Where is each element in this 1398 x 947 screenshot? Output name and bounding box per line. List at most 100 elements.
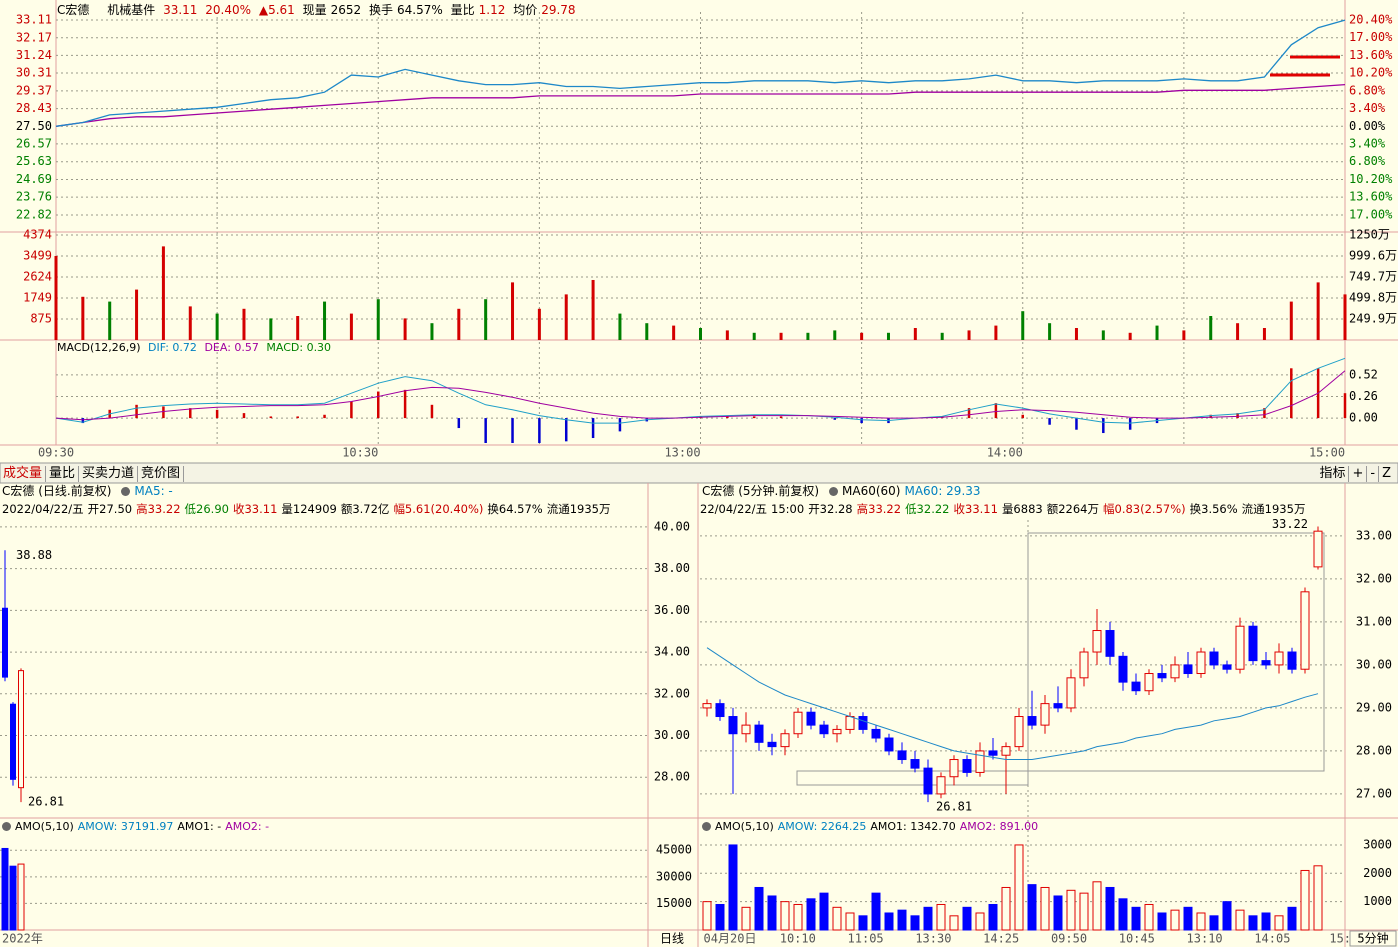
field-value: 2652 [330,3,362,17]
dea-label: DEA: 0.57 [204,341,259,354]
volume-bar [242,308,246,340]
x-tick-label: 13:10 [1187,932,1223,946]
amo-bar [1248,915,1258,931]
tick-label: 999.6万 [1349,249,1397,263]
amow: AMOW: 37191.97 [77,820,174,833]
candle-body [819,724,829,735]
amow: AMOW: 2264.25 [777,820,867,833]
field-label: 换手 [369,3,394,17]
candle-body [1027,716,1037,726]
volume-bar [1048,323,1052,340]
amo-bar [754,886,764,931]
amo-bar [806,898,816,931]
volume-bar [1182,330,1186,340]
candle-body [728,716,738,735]
range-box [1027,532,1325,772]
candle-body [1118,655,1128,683]
tick-label: 36.00 [654,603,690,617]
amo-bar [832,906,842,931]
tick-label: 3000 [1363,837,1392,851]
candle-body [806,711,816,726]
icon[interactable] [121,487,131,496]
volume-bar [1074,327,1078,340]
tick-label: 17.00% [1349,30,1393,44]
candle-body [1014,716,1024,748]
volume-bar [1101,330,1105,340]
amo1: AMO1: - [177,820,222,833]
tick-label: 20.40% [1349,12,1393,26]
amo-bar [1235,909,1245,931]
volume-bar [430,323,434,340]
volume-bar [537,308,541,340]
tick-label: 17.00% [1349,207,1393,221]
tool[interactable]: + [1349,466,1368,482]
info: 开32.28 [808,502,853,516]
panel-title: C宏德 (日线.前复权) [2,484,112,498]
tick-label: 30.31 [16,66,52,80]
candle-body [1170,664,1180,679]
volume-bar [994,325,998,340]
amo-bar [819,892,829,931]
candle-body [1092,630,1102,653]
tab[interactable]: 量比 [46,466,80,482]
tick-label: 28.00 [1356,743,1392,757]
x-tick-label: 04月20日 [704,932,757,946]
tool[interactable]: 指标 [1316,466,1350,482]
volume-bar [269,318,273,340]
info: 幅0.83(2.57%) [1103,502,1186,516]
amo-bar [1027,884,1037,931]
x-tick-label: 14:05 [1254,932,1290,946]
tab[interactable]: 成交量 [0,466,47,482]
x-tick-label: 14:25 [983,932,1019,946]
candle-body [1144,673,1154,692]
candle-body [754,724,764,743]
daily-amo-header: AMO(5,10) AMOW: 37191.97 AMO1: - AMO2: - [2,819,273,835]
panel-title: C宏德 (5分钟.前复权) [702,484,820,498]
candle-body [923,767,933,795]
volume-bar [806,332,810,340]
amo-bar [780,901,790,931]
field-value: 29.78 [541,3,576,17]
tick-label: 13.60% [1349,48,1393,62]
icon[interactable] [2,822,11,831]
candle-body [1131,681,1141,692]
avg-line [55,83,1346,127]
tick-label: 3.40% [1349,101,1386,115]
icon[interactable] [702,822,711,831]
amo-bar [1144,903,1154,931]
tab[interactable]: 买卖力道 [79,466,139,482]
candle-body [18,670,24,789]
tools: 指标 + - Z [1316,465,1394,482]
candle-body [780,733,790,748]
amo-bar [1157,912,1167,931]
candle-body [1183,664,1193,675]
high-label: 38.88 [16,548,52,562]
info: 高33.22 [136,502,181,516]
candle-body [1196,651,1206,675]
volume-bar [484,299,488,340]
amo-bar [884,912,894,931]
amo-bar [17,863,25,931]
min5-header: C宏德 (5分钟.前复权) MA60(60) MA60: 29.33 [702,483,985,499]
candle-body [936,776,946,795]
tool[interactable]: - [1367,466,1380,482]
tick-label: 28.00 [654,770,690,784]
tick-label: 4374 [23,228,52,242]
tick-label: 6.80% [1349,83,1386,97]
amo-bar [1040,886,1050,931]
info: 低32.22 [905,502,950,516]
amo-bar [1105,886,1115,931]
icon[interactable] [829,487,839,496]
candle-body [858,716,868,730]
pct: 20.40% [205,3,252,17]
low-label: 26.81 [28,795,64,809]
x-tick-label: 2022年 [2,932,43,946]
daily-header: C宏德 (日线.前复权) MA5: - [2,483,177,499]
tab[interactable]: 竞价图 [138,466,185,482]
tick-label: 22.82 [16,207,52,221]
macd-header: MACD(12,26,9) DIF: 0.72 DEA: 0.57 MACD: … [57,340,335,356]
tool[interactable]: Z [1382,466,1391,481]
low-label: 26.81 [936,800,972,814]
tick-label: 2624 [23,270,52,284]
amo-bar [793,903,803,931]
